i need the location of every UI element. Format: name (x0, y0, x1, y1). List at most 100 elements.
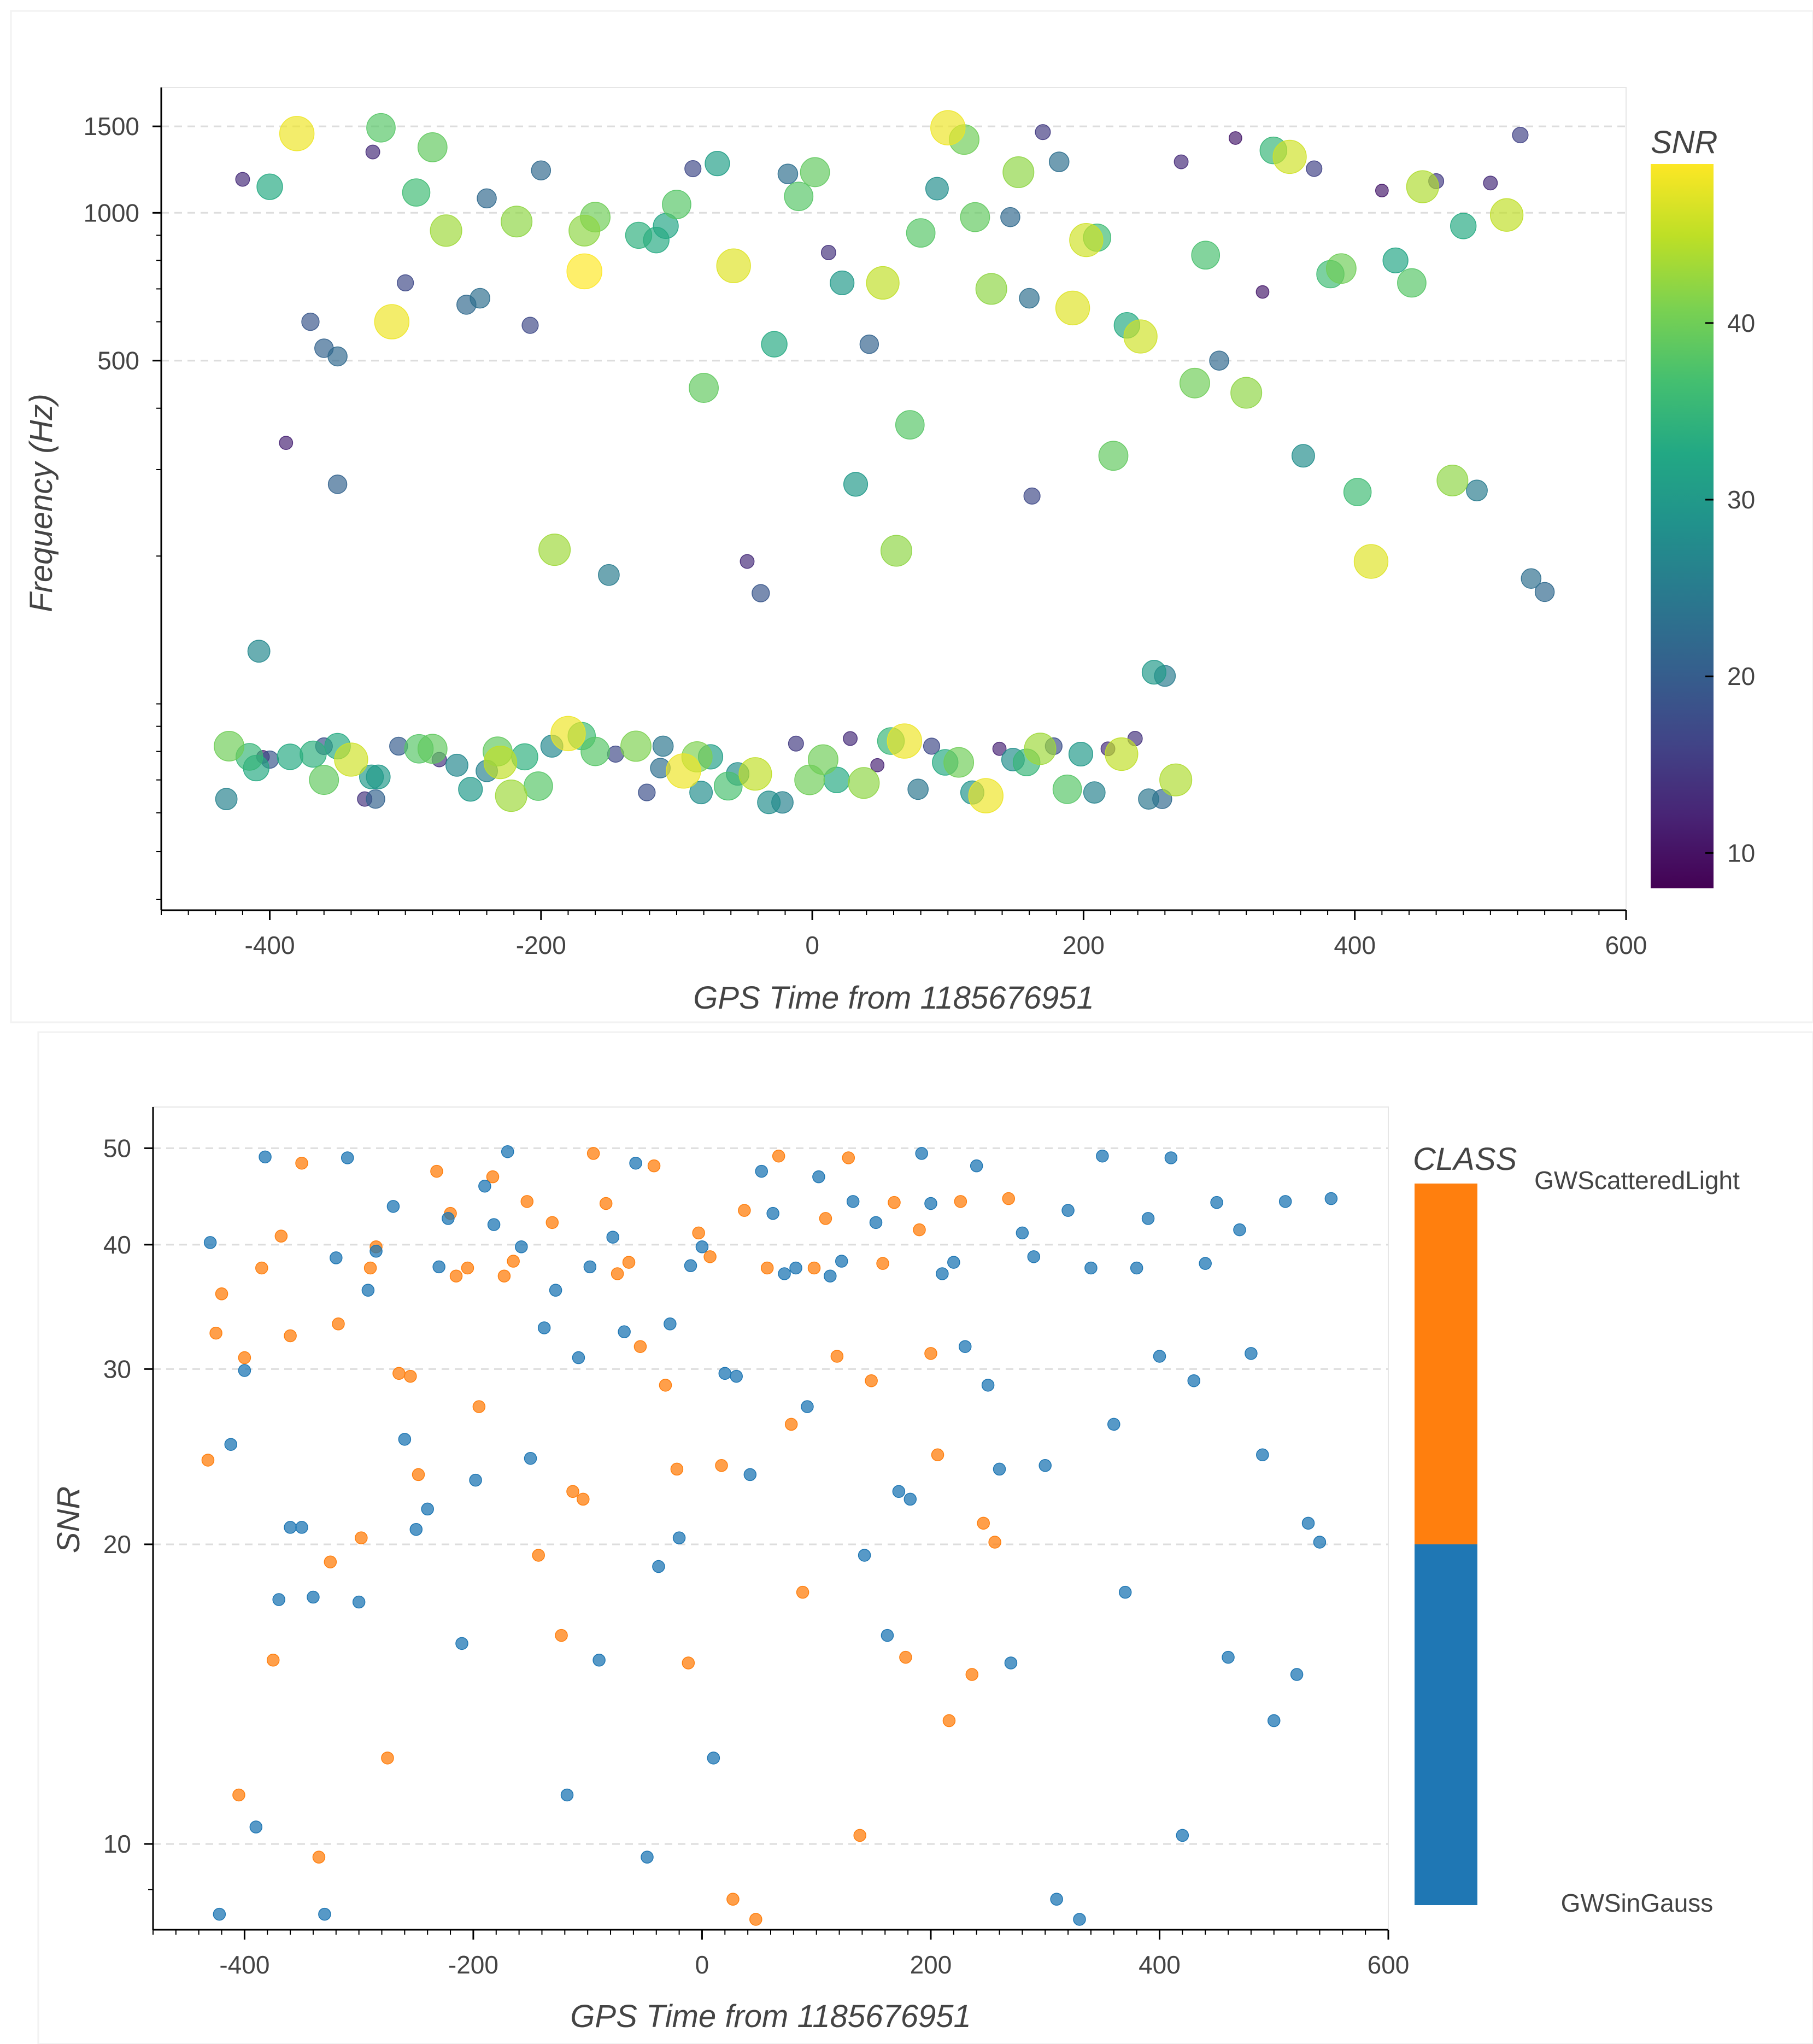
frequency-point (256, 173, 283, 200)
scattered-light-point (520, 1195, 534, 1208)
frequency-point (279, 436, 294, 450)
singauss-point (947, 1256, 960, 1269)
legend-swatch-scattered-light (1415, 1184, 1477, 1544)
singauss-point (743, 1468, 757, 1481)
scattered-light-point (355, 1531, 368, 1544)
singauss-point (730, 1369, 743, 1383)
frequency-point (788, 735, 804, 752)
snr-chart: 10 20 30 40 50 -400 -200 0 200 400 600 GPS Time fr… (37, 1031, 1813, 2044)
frequency-point (705, 151, 730, 177)
singauss-point (629, 1156, 642, 1170)
singauss-point (707, 1752, 720, 1765)
frequency-point (1002, 156, 1035, 188)
scattered-light-point (545, 1216, 559, 1229)
singauss-point (652, 1560, 665, 1573)
scattered-light-point (760, 1261, 774, 1275)
singauss-point (1176, 1829, 1189, 1842)
scattered-light-point (954, 1195, 967, 1208)
frequency-point (598, 564, 620, 586)
scattered-light-point (215, 1287, 228, 1301)
chart2-x-tick-label: 200 (910, 1951, 952, 1979)
singauss-point (259, 1150, 272, 1164)
frequency-point (794, 764, 825, 795)
singauss-point (318, 1907, 331, 1921)
singauss-point (1233, 1223, 1246, 1237)
frequency-point (638, 783, 656, 801)
frequency-point (538, 534, 571, 566)
scattered-light-point (555, 1629, 568, 1642)
singauss-point (213, 1907, 226, 1921)
frequency-point (662, 190, 691, 219)
scattered-light-point (238, 1351, 251, 1364)
frequency-point (1228, 131, 1242, 145)
frequency-point (968, 778, 1004, 813)
singauss-point (1141, 1212, 1155, 1225)
frequency-point (1048, 151, 1070, 172)
singauss-point (1107, 1418, 1120, 1431)
chart2-y-tick-label: 50 (103, 1134, 131, 1162)
singauss-point (970, 1159, 983, 1173)
scattered-light-point (209, 1326, 222, 1340)
singauss-point (936, 1267, 949, 1280)
frequency-point (1450, 213, 1477, 239)
singauss-point (398, 1433, 412, 1446)
singauss-point (1084, 1261, 1098, 1275)
singauss-point (1222, 1650, 1235, 1664)
frequency-point (906, 218, 936, 248)
singauss-point (812, 1170, 825, 1184)
frequency-point (666, 753, 701, 789)
singauss-point (1164, 1151, 1178, 1164)
scattered-light-point (363, 1261, 377, 1275)
chart2-points (201, 1145, 1338, 1926)
singauss-point (238, 1364, 251, 1377)
chart1-y-tick-label: 1000 (84, 198, 139, 227)
scattered-light-point (924, 1347, 937, 1360)
scattered-light-point (599, 1197, 613, 1210)
singauss-point (1267, 1714, 1281, 1727)
singauss-point (592, 1654, 606, 1667)
singauss-point (789, 1261, 802, 1275)
scattered-light-point (312, 1850, 326, 1864)
colorbar-tick-label: 40 (1727, 309, 1755, 337)
frequency-point (684, 160, 702, 178)
singauss-point (469, 1473, 482, 1487)
chart2-axes: 10 20 30 40 50 -400 -200 0 200 400 600 (103, 1107, 1409, 1979)
scattered-light-point (284, 1329, 297, 1343)
frequency-point (1068, 741, 1093, 767)
frequency-point (247, 640, 271, 663)
chart1-x-axis-title: GPS Time from 1185676951 (693, 980, 1094, 1016)
scattered-light-point (876, 1257, 889, 1270)
singauss-point (341, 1151, 354, 1164)
frequency-point (975, 273, 1007, 305)
scattered-light-point (913, 1223, 926, 1237)
singauss-point (892, 1485, 906, 1498)
scattered-light-point (472, 1400, 486, 1413)
singauss-point (537, 1321, 551, 1334)
frequency-point (334, 742, 368, 777)
frequency-point (1123, 319, 1158, 354)
singauss-point (1187, 1374, 1201, 1387)
singauss-point (881, 1629, 894, 1642)
scattered-light-point (201, 1454, 215, 1467)
frequency-point (880, 535, 912, 567)
singauss-point (272, 1593, 285, 1606)
singauss-point (641, 1850, 654, 1864)
singauss-point (1153, 1350, 1166, 1363)
frequency-point (738, 757, 772, 791)
frequency-point (1466, 479, 1488, 502)
frequency-point (784, 181, 814, 212)
frequency-point (830, 270, 855, 296)
scattered-light-point (899, 1650, 912, 1664)
scattered-light-point (749, 1913, 762, 1926)
frequency-point (301, 312, 320, 331)
scattered-light-point (772, 1149, 785, 1163)
frequency-point (374, 304, 410, 339)
singauss-point (835, 1255, 848, 1268)
scattered-light-point (830, 1350, 844, 1363)
chart2-y-tick-label: 40 (103, 1231, 131, 1259)
singauss-point (1313, 1536, 1327, 1549)
frequency-point (477, 188, 497, 209)
frequency-point (1343, 478, 1372, 506)
chart1-x-tick-label: 400 (1334, 931, 1376, 959)
singauss-point (1245, 1347, 1258, 1360)
